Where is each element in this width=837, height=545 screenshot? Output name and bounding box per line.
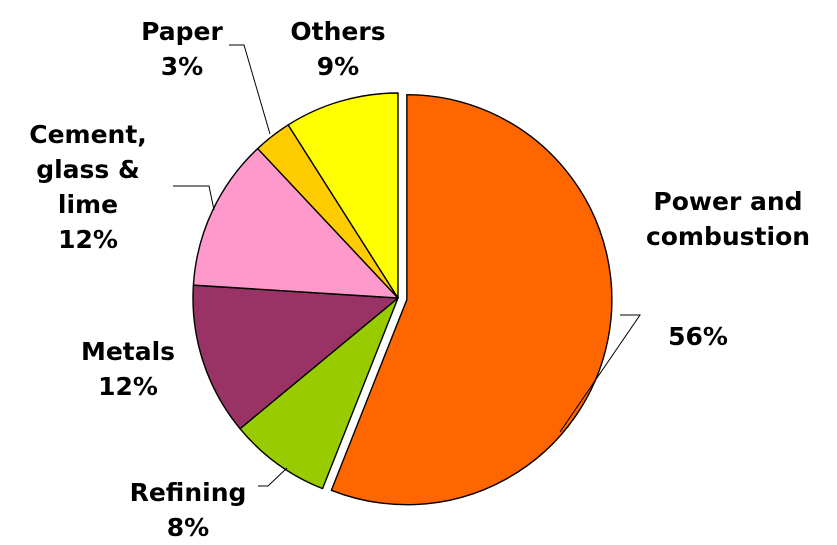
data-label-power-and-combustion: Power and combustion 56% — [646, 187, 810, 351]
label-percent: 8% — [167, 513, 209, 542]
leader-line-cement-glass-and-lime — [173, 185, 215, 211]
label-category-line: Metals — [81, 337, 175, 366]
leader-lines — [173, 44, 641, 487]
label-category-line: Paper — [141, 17, 223, 46]
label-category-line: Cement, — [29, 120, 147, 149]
pie-slice-refining — [239, 297, 399, 490]
label-category-line: lime — [58, 190, 118, 219]
label-category-line: Others — [290, 17, 385, 46]
leader-line-power-and-combustion — [559, 314, 641, 433]
pie-slice-others — [287, 92, 399, 299]
pie-slice-cement-glass-and-lime — [192, 147, 399, 299]
label-category-line: glass & — [36, 155, 140, 184]
label-percent: 3% — [161, 52, 203, 81]
label-percent: 12% — [58, 225, 118, 254]
label-percent: 12% — [98, 372, 158, 401]
data-label-metals: Metals 12% — [81, 337, 175, 401]
slice-labels: Power and combustion 56% Refining 8% Metals 12… — [29, 17, 810, 542]
data-label-cement-glass-and-lime: Cement, glass & lime 12% — [29, 120, 147, 254]
pie-slice-power-and-combustion — [330, 93, 613, 506]
pie-slice-metals — [192, 284, 399, 430]
leader-line-paper — [229, 44, 271, 135]
leader-line-refining — [258, 467, 288, 487]
label-category-line: combustion — [646, 222, 810, 251]
data-label-paper: Paper 3% — [141, 17, 223, 81]
data-label-refining: Refining 8% — [130, 478, 247, 542]
label-category-line: Refining — [130, 478, 247, 507]
pie-slices — [192, 92, 613, 506]
label-percent: 56% — [668, 322, 728, 351]
label-percent: 9% — [317, 52, 359, 81]
data-label-others: Others 9% — [290, 17, 385, 81]
label-category-line: Power and — [653, 187, 802, 216]
